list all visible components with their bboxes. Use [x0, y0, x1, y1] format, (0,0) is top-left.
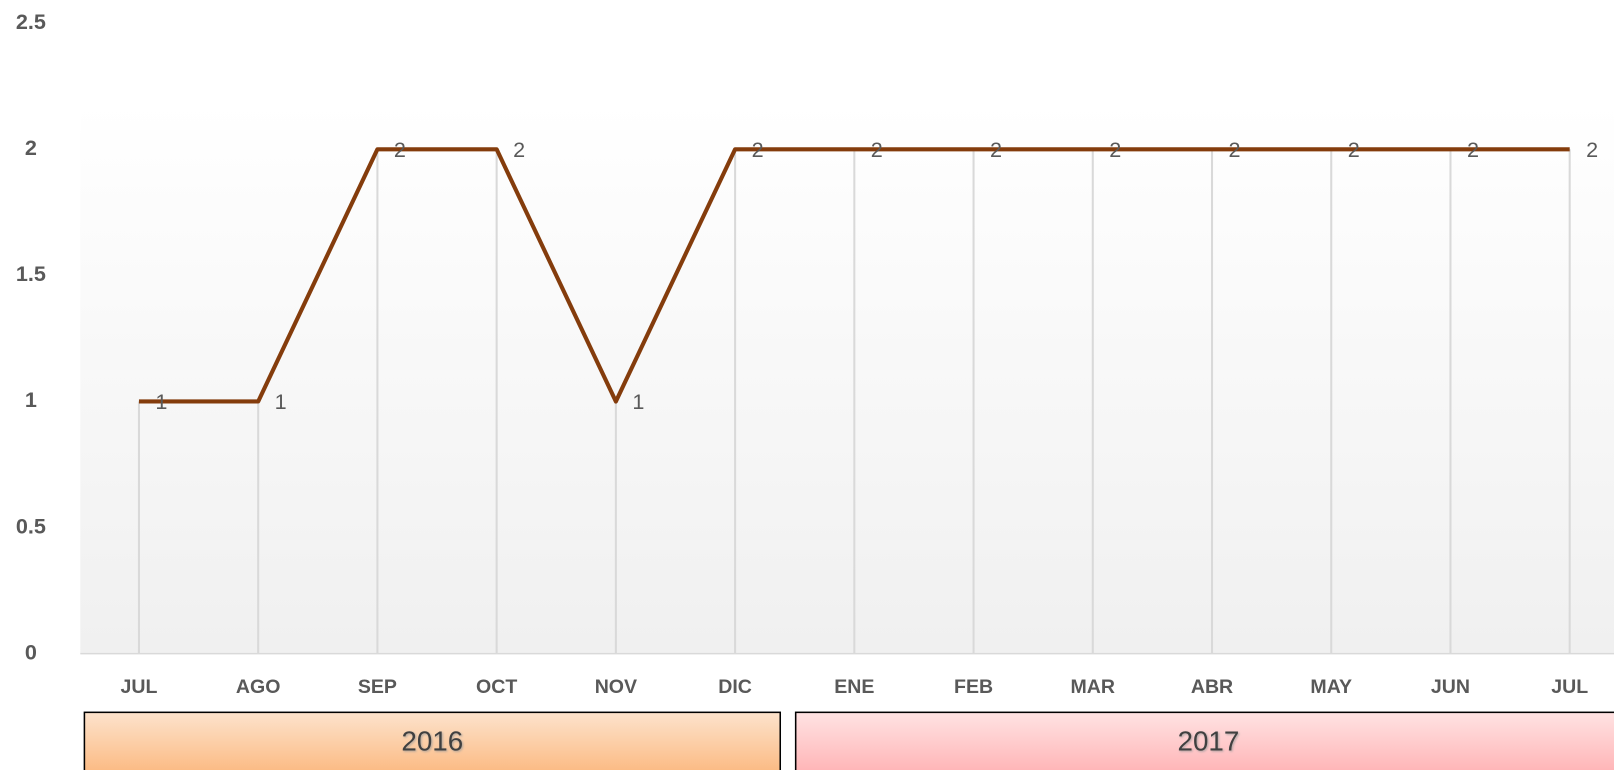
data-line	[138, 147, 1570, 404]
x-tick-label: DIC	[718, 676, 752, 698]
x-tick-label: MAY	[1310, 676, 1352, 698]
y-tick-label: 1.5	[16, 261, 46, 286]
y-tick-label: 2.5	[16, 9, 46, 34]
y-tick-label: 1	[25, 387, 37, 412]
data-label: 1	[632, 389, 644, 414]
year-label: 2016	[401, 726, 463, 757]
data-label: 2	[394, 137, 406, 162]
data-label: 2	[871, 137, 883, 162]
data-label: 2	[990, 137, 1002, 162]
data-label: 1	[275, 389, 287, 414]
data-label: 2	[1467, 137, 1479, 162]
data-label: 2	[1586, 137, 1598, 162]
plot-area	[80, 102, 1614, 654]
x-tick-label: AGO	[236, 676, 281, 698]
x-tick-label: JUL	[120, 676, 157, 698]
data-label: 2	[1348, 137, 1360, 162]
year-box	[794, 711, 1614, 770]
data-label: 2	[1109, 137, 1121, 162]
y-tick-label: 2	[25, 135, 37, 160]
x-tick-label: NOV	[595, 676, 637, 698]
year-box	[83, 711, 782, 770]
y-tick-label: 0	[25, 639, 37, 664]
data-label: 2	[513, 137, 525, 162]
x-tick-label: JUL	[1551, 676, 1588, 698]
x-tick-label: OCT	[476, 676, 517, 698]
x-tick-label: MAR	[1071, 676, 1116, 698]
data-label: 2	[1228, 137, 1240, 162]
x-tick-label: ABR	[1191, 676, 1233, 698]
year-label: 2017	[1178, 726, 1240, 757]
data-label: 2	[752, 137, 764, 162]
x-tick-label: FEB	[954, 676, 993, 698]
data-label: 1	[155, 389, 167, 414]
x-tick-label: ENE	[834, 676, 874, 698]
x-tick-label: SEP	[358, 676, 397, 698]
x-tick-label: JUN	[1431, 676, 1470, 698]
y-tick-label: 0.5	[16, 513, 46, 538]
